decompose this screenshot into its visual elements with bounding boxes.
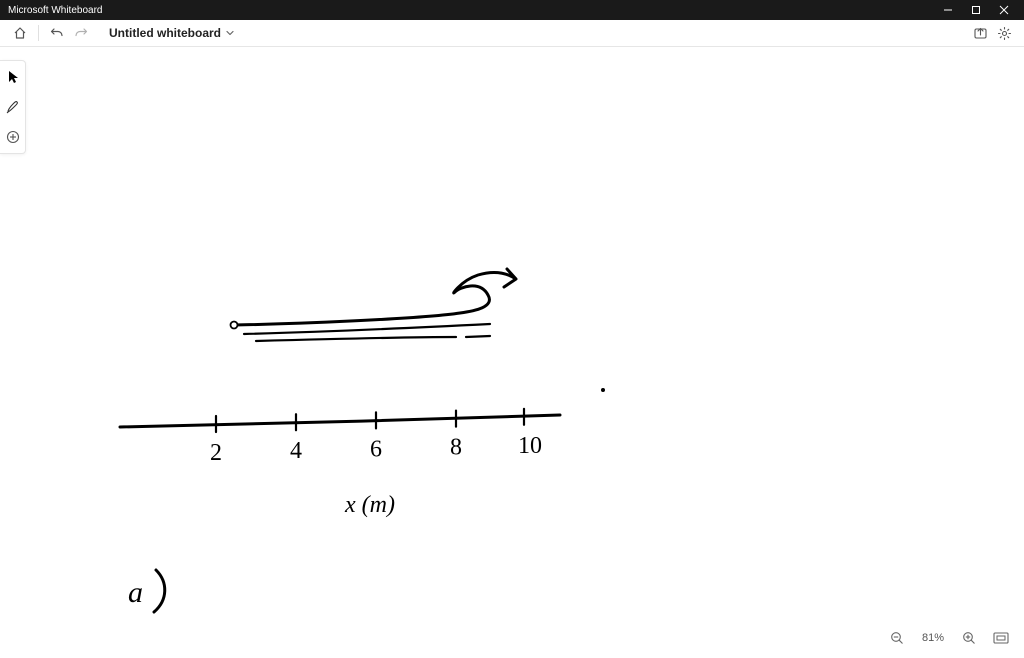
cursor-icon [7, 70, 19, 84]
zoom-in-button[interactable] [958, 627, 980, 649]
svg-text:4: 4 [290, 438, 302, 464]
document-title-button[interactable]: Untitled whiteboard [103, 24, 241, 42]
document-title: Untitled whiteboard [109, 26, 221, 40]
tool-palette [0, 60, 26, 154]
svg-text:6: 6 [370, 436, 382, 462]
ink-layer: 2 4 6 8 10 x (m) a [0, 47, 1024, 658]
zoom-out-icon [890, 631, 904, 645]
svg-text:a: a [128, 576, 143, 609]
minimize-icon [943, 5, 953, 15]
whiteboard-canvas[interactable]: 2 4 6 8 10 x (m) a [0, 47, 1024, 658]
main-toolbar: Untitled whiteboard [0, 20, 1024, 47]
svg-text:8: 8 [450, 435, 462, 461]
home-icon [13, 26, 27, 40]
svg-text:2: 2 [210, 440, 222, 466]
plus-circle-icon [6, 130, 20, 144]
close-icon [999, 5, 1009, 15]
redo-icon [74, 26, 88, 40]
zoom-percent-label: 81% [918, 632, 948, 644]
maximize-icon [971, 5, 981, 15]
svg-text:x (m): x (m) [344, 492, 395, 518]
fit-screen-button[interactable] [990, 627, 1012, 649]
chevron-down-icon [225, 28, 235, 38]
share-button[interactable] [968, 21, 992, 45]
close-button[interactable] [990, 0, 1018, 20]
undo-icon [50, 26, 64, 40]
redo-button[interactable] [69, 21, 93, 45]
add-tool-button[interactable] [3, 127, 23, 147]
zoom-controls: 81% [882, 626, 1016, 650]
svg-text:10: 10 [518, 433, 542, 459]
settings-button[interactable] [992, 21, 1016, 45]
cursor-tool-button[interactable] [3, 67, 23, 87]
home-button[interactable] [8, 21, 32, 45]
minimize-button[interactable] [934, 0, 962, 20]
share-icon [973, 26, 988, 41]
pen-tool-button[interactable] [3, 97, 23, 117]
window-titlebar: Microsoft Whiteboard [0, 0, 1024, 20]
zoom-out-button[interactable] [886, 627, 908, 649]
pen-icon [6, 100, 20, 114]
zoom-in-icon [962, 631, 976, 645]
maximize-button[interactable] [962, 0, 990, 20]
fit-screen-icon [993, 632, 1009, 644]
undo-button[interactable] [45, 21, 69, 45]
gear-icon [997, 26, 1012, 41]
toolbar-separator [38, 25, 39, 41]
app-title: Microsoft Whiteboard [8, 5, 102, 16]
